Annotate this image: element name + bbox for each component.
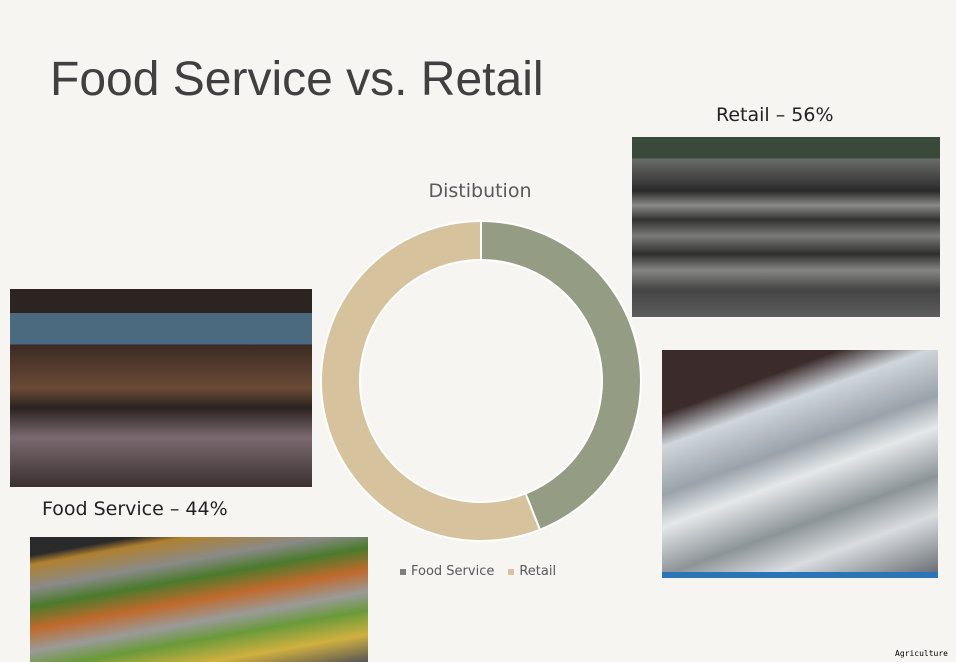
slide-title: Food Service vs. Retail (50, 53, 544, 106)
donut-chart (320, 220, 642, 542)
donut-slice-retail (320, 220, 542, 542)
legend-swatch (400, 568, 406, 575)
food-service-label: Food Service – 44% (42, 498, 228, 520)
retail-label: Retail – 56% (716, 104, 834, 126)
chart-title: Distibution (428, 180, 532, 202)
legend-label: Food Service (411, 564, 495, 579)
chart-legend: Food Service Retail (400, 564, 556, 579)
legend-item-retail: Retail (508, 564, 556, 579)
footer-text: Agriculture (895, 649, 948, 658)
legend-label: Retail (519, 564, 557, 579)
donut-slice-food-service (480, 220, 642, 532)
empty-shelves-photo-1 (632, 137, 940, 317)
empty-shelves-photo-2 (662, 350, 938, 578)
legend-item-food-service: Food Service (400, 564, 494, 579)
legend-swatch (508, 568, 515, 575)
sports-bar-photo (10, 289, 312, 487)
buffet-photo (30, 537, 368, 662)
